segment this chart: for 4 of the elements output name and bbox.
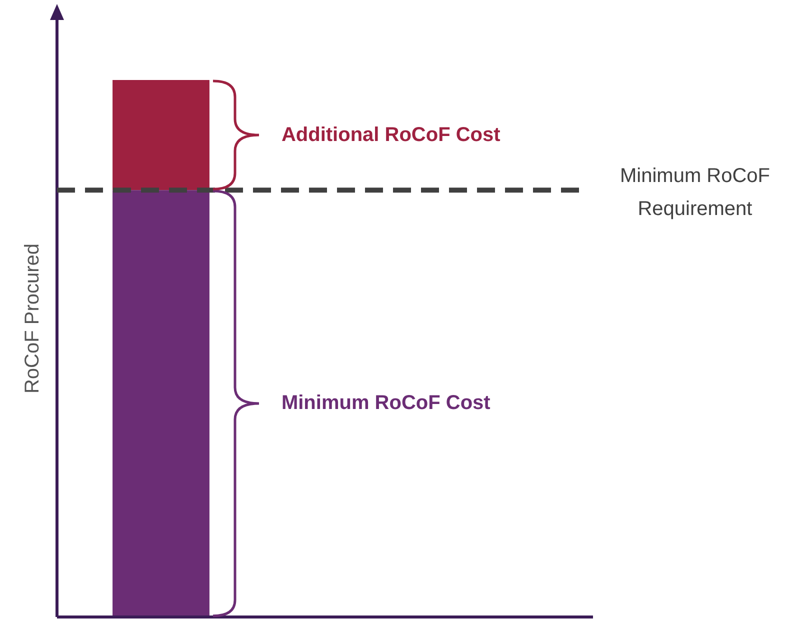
text: Additional RoCoF Cost	[281, 124, 500, 147]
text: Minimum RoCoF Cost	[281, 392, 490, 416]
y-axis-title: RoCoF Procured	[22, 242, 45, 394]
ref-line-label: Minimum RoCoF Requirement	[618, 164, 772, 222]
